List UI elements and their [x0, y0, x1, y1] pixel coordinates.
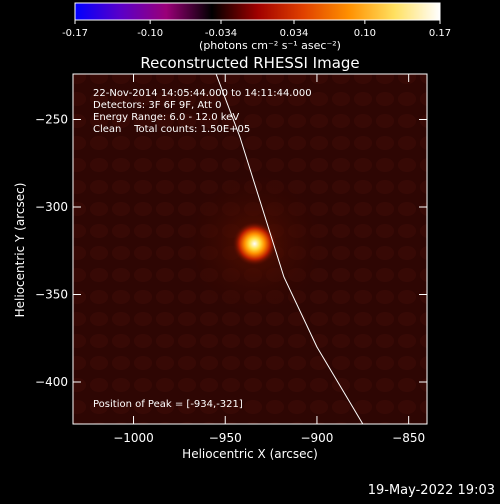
- timestamp: 19-May-2022 19:03: [368, 483, 495, 498]
- x-tick-label: −850: [392, 431, 425, 445]
- colorbar: -0.17 -0.10 -0.034 0.034 0.10 0.17 (photons c…: [62, 2, 451, 52]
- colorbar-tick-label: -0.10: [137, 28, 163, 39]
- x-axis-ticks: −1000 −950 −900 −850: [113, 74, 425, 445]
- annotation-time-range: 22-Nov-2014 14:05:44.000 to 14:11:44.000: [93, 88, 312, 99]
- plot-frame: [72, 73, 428, 425]
- flare-source: [232, 221, 277, 266]
- annotation-total-counts: Clean Total counts: 1.50E+05: [93, 124, 250, 135]
- y-axis-ticks: −250 −300 −350 −400: [35, 113, 427, 389]
- chart-title: Reconstructed RHESSI Image: [140, 54, 359, 72]
- colorbar-gradient: [74, 2, 441, 21]
- annotation-detectors: Detectors: 3F 6F 9F, Att 0: [93, 100, 221, 111]
- y-tick-label: −400: [35, 375, 68, 389]
- colorbar-tick-label: 0.10: [354, 28, 376, 39]
- y-tick-label: −350: [35, 288, 68, 302]
- y-tick-label: −250: [35, 113, 68, 127]
- colorbar-tick-label: 0.17: [429, 28, 451, 39]
- colorbar-units: (photons cm⁻² s⁻¹ asec⁻²): [199, 39, 341, 52]
- x-tick-label: −950: [209, 431, 242, 445]
- colorbar-ticks: -0.17 -0.10 -0.034 0.034 0.10 0.17: [62, 20, 451, 39]
- x-axis-label: Heliocentric X (arcsec): [182, 447, 318, 461]
- colorbar-tick-label: 0.034: [280, 28, 309, 39]
- colorbar-tick-label: -0.034: [205, 28, 237, 39]
- solar-limb-line: [215, 74, 364, 424]
- x-tick-label: −900: [300, 431, 333, 445]
- annotation-peak-position: Position of Peak = [-934,-321]: [93, 399, 243, 410]
- x-tick-label: −1000: [113, 431, 154, 445]
- y-tick-label: −300: [35, 200, 68, 214]
- colorbar-tick-label: -0.17: [62, 28, 88, 39]
- annotation-energy-range: Energy Range: 6.0 - 12.0 keV: [93, 112, 239, 123]
- plot-area: [73, 74, 427, 424]
- y-axis-label: Heliocentric Y (arcsec): [13, 183, 27, 318]
- annotations: 22-Nov-2014 14:05:44.000 to 14:11:44.000…: [93, 88, 312, 410]
